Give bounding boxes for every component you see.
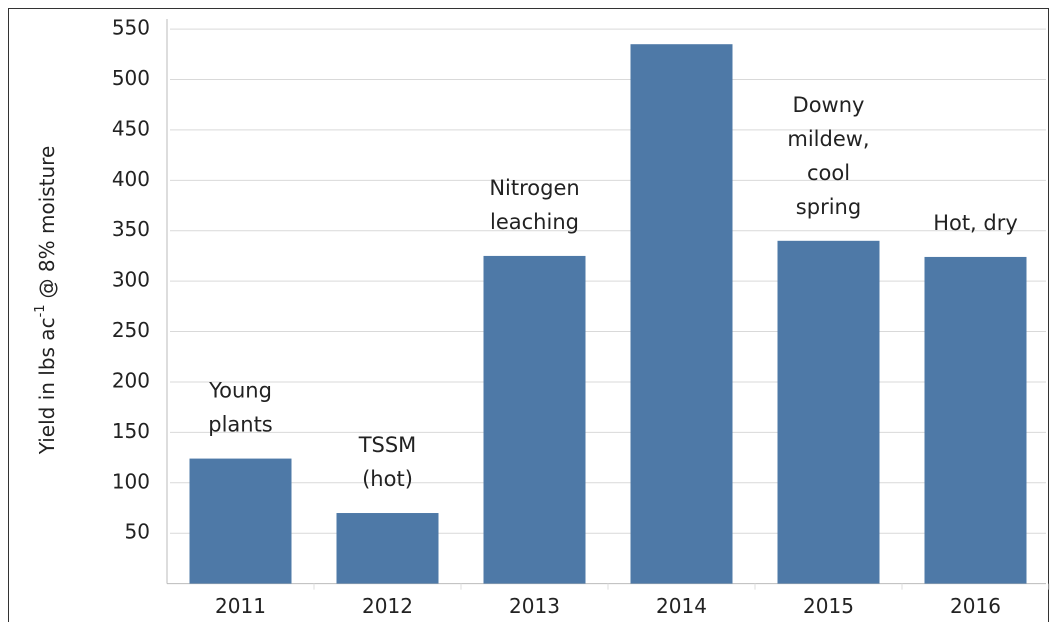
bar: [483, 255, 586, 584]
x-tick-label: 2014: [656, 594, 707, 618]
y-tick-label: 150: [112, 419, 150, 443]
y-tick-label: 200: [112, 368, 150, 392]
annotation: plants: [208, 413, 273, 437]
y-tick-label: 500: [112, 66, 150, 90]
annotation: Downy: [793, 93, 865, 117]
annotation: cool: [807, 161, 850, 185]
y-tick-label: 400: [112, 167, 150, 191]
annotation: (hot): [362, 467, 413, 491]
y-tick-label: 50: [125, 520, 150, 544]
y-tick-label: 300: [112, 268, 150, 292]
bar: [924, 256, 1027, 584]
x-tick-label: 2012: [362, 594, 413, 618]
annotation: Nitrogen: [489, 176, 579, 200]
y-tick-label: 250: [112, 318, 150, 342]
y-tick-label: 350: [112, 217, 150, 241]
y-label-suffix: @ 8% moisture: [35, 146, 59, 299]
bar: [630, 44, 733, 584]
x-tick-label: 2016: [950, 594, 1001, 618]
y-label-text: Yield in lbs ac: [35, 317, 59, 455]
annotation: leaching: [490, 210, 579, 234]
annotation: Hot, dry: [933, 211, 1018, 235]
y-tick-label: 100: [112, 469, 150, 493]
x-tick-label: 2013: [509, 594, 560, 618]
y-label-superscript: -1: [33, 304, 48, 317]
y-tick-label: 450: [112, 116, 150, 140]
x-tick-label: 2011: [215, 594, 266, 618]
frame: [8, 8, 1049, 622]
y-tick-label: 550: [112, 16, 150, 40]
bar: [777, 240, 880, 584]
annotation: mildew,: [787, 127, 869, 151]
bar: [189, 458, 292, 584]
annotation: Young: [208, 379, 272, 403]
y-axis-label: Yield in lbs ac-1 @ 8% moisture: [33, 146, 59, 456]
x-tick-label: 2015: [803, 594, 854, 618]
annotation: spring: [796, 195, 861, 219]
annotation: TSSM: [358, 433, 417, 457]
bar: [336, 513, 439, 584]
